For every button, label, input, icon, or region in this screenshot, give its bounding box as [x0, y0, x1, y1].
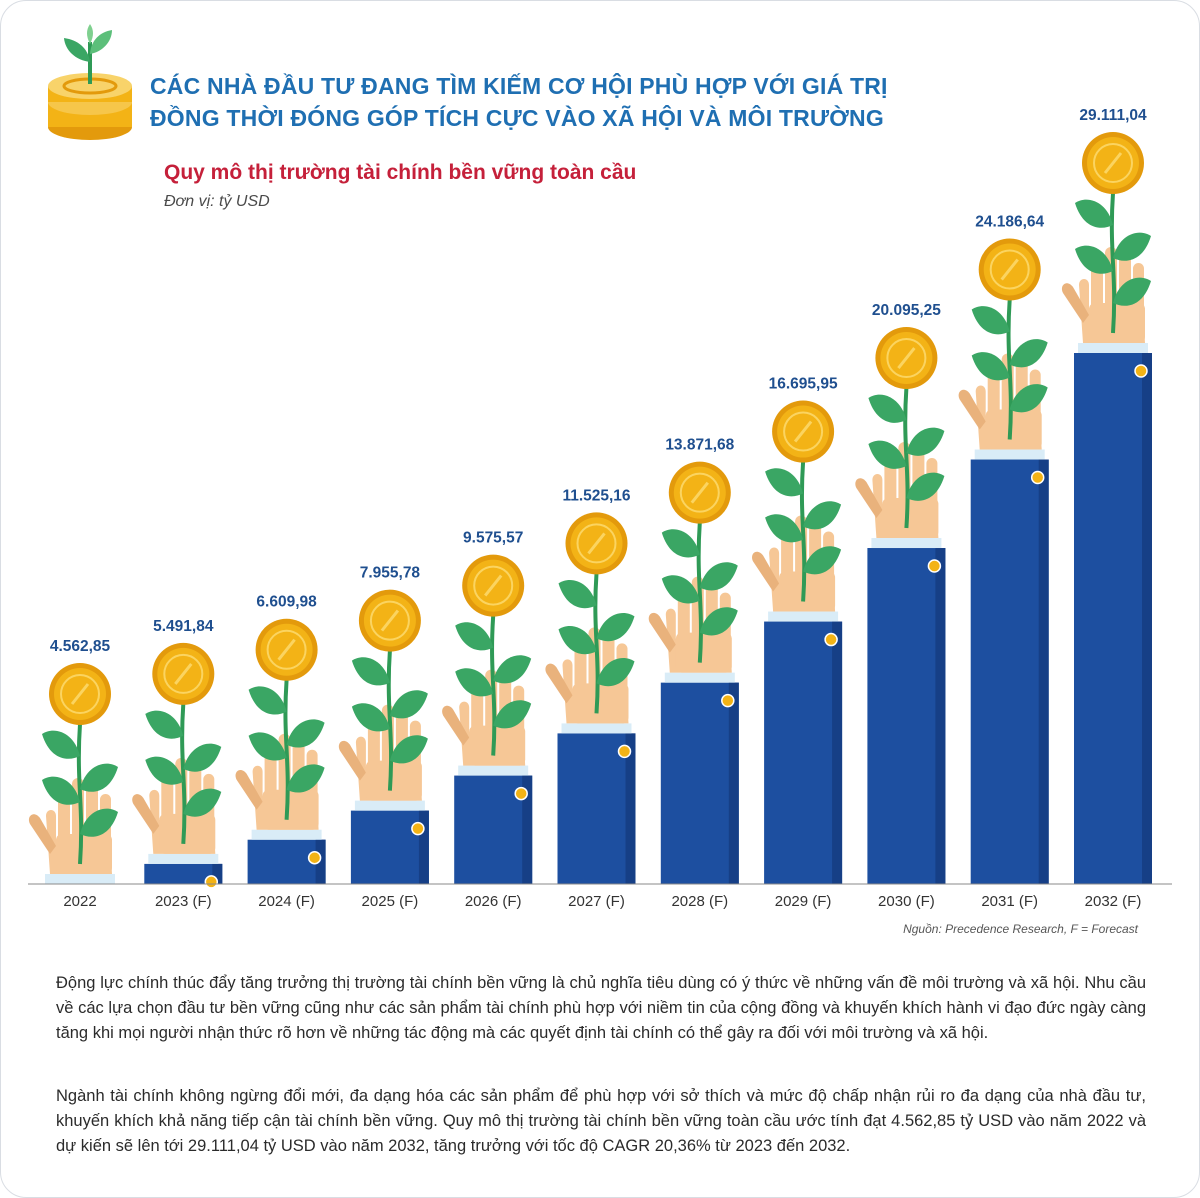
chart-column-6 — [648, 461, 739, 884]
cuff-5 — [561, 723, 632, 734]
plant-0 — [42, 723, 118, 865]
bar-8 — [867, 548, 946, 884]
cufflink-2 — [307, 850, 322, 865]
value-label-10: 29.111,04 — [1079, 107, 1147, 124]
chart-column-0 — [28, 663, 118, 884]
category-label-5: 2027 (F) — [568, 893, 625, 910]
category-label-8: 2030 (F) — [878, 893, 935, 910]
cufflink-4 — [514, 786, 528, 801]
bar-7 — [764, 621, 843, 884]
value-label-0: 4.562,85 — [50, 638, 111, 655]
cufflink-9 — [1030, 470, 1045, 485]
category-label-0: 2022 — [63, 893, 96, 910]
bar-6 — [660, 682, 739, 884]
chart-column-1 — [132, 642, 223, 889]
bar-chart: 4.562,85 2022 5.491,84 2023 (F) 6.609,98 2024… — [28, 107, 1172, 910]
chart-source: Nguồn: Precedence Research, F = Forecast — [903, 922, 1138, 936]
plant-5 — [558, 573, 635, 714]
plant-9 — [971, 299, 1048, 440]
cuff-4 — [458, 765, 529, 776]
page-headline: CÁC NHÀ ĐẦU TƯ ĐANG TÌM KIẾM CƠ HỘI PHÙ … — [150, 70, 910, 134]
chart-column-10 — [1061, 132, 1152, 884]
chart-title: Quy mô thị trường tài chính bền vững toà… — [164, 161, 637, 184]
bar-3 — [350, 810, 429, 884]
cufflink-8 — [927, 559, 942, 573]
plant-7 — [765, 461, 842, 602]
value-label-5: 11.525,16 — [562, 487, 630, 504]
cuff-9 — [974, 449, 1045, 460]
category-label-9: 2031 (F) — [981, 893, 1038, 910]
chart-column-8 — [855, 327, 946, 884]
cuff-1 — [148, 853, 219, 864]
cufflink-5 — [617, 744, 632, 759]
value-label-2: 6.609,98 — [256, 594, 317, 611]
plant-1 — [145, 703, 222, 845]
body-paragraph-1: Động lực chính thúc đẩy tăng trưởng thị … — [56, 974, 1146, 1042]
category-label-7: 2029 (F) — [775, 893, 832, 910]
value-label-3: 7.955,78 — [360, 565, 421, 582]
value-label-9: 24.186,64 — [975, 214, 1044, 231]
chart-column-7 — [752, 400, 843, 884]
value-label-7: 16.695,95 — [769, 376, 838, 393]
category-label-1: 2023 (F) — [155, 893, 212, 910]
body-paragraph-2: Ngành tài chính không ngừng đổi mới, đa … — [56, 1087, 1146, 1155]
category-label-2: 2024 (F) — [258, 893, 315, 910]
cuff-0 — [45, 874, 115, 884]
plant-6 — [661, 522, 738, 663]
chart-column-4 — [442, 554, 533, 884]
bar-1 — [144, 863, 223, 884]
plant-10 — [1075, 192, 1151, 334]
value-label-1: 5.491,84 — [153, 618, 214, 635]
cuff-10 — [1078, 343, 1148, 353]
headline-line-2: ĐỒNG THỜI ĐÓNG GÓP TÍCH CỰC VÀO XÃ HỘI V… — [150, 105, 884, 131]
cuff-7 — [768, 611, 839, 622]
cuff-6 — [664, 672, 735, 683]
cufflink-3 — [411, 821, 425, 836]
cufflink-7 — [824, 632, 838, 647]
chart-column-5 — [545, 512, 636, 884]
bar-10 — [1074, 353, 1152, 884]
plant-2 — [248, 679, 325, 820]
plant-4 — [455, 615, 532, 756]
category-label-6: 2028 (F) — [671, 893, 728, 910]
cuff-3 — [354, 800, 425, 811]
cufflink-10 — [1134, 364, 1148, 378]
headline-line-1: CÁC NHÀ ĐẦU TƯ ĐANG TÌM KIẾM CƠ HỘI PHÙ … — [150, 73, 888, 99]
value-label-4: 9.575,57 — [463, 530, 523, 547]
value-label-6: 13.871,68 — [665, 437, 734, 454]
chart-column-9 — [958, 238, 1049, 884]
cuff-2 — [251, 829, 322, 840]
chart-column-3 — [338, 589, 429, 884]
plant-3 — [351, 650, 428, 791]
bar-5 — [557, 733, 636, 884]
cufflink-6 — [721, 693, 735, 708]
cuff-8 — [871, 538, 942, 549]
plant-8 — [868, 387, 945, 529]
chart-unit: Đơn vị: tỷ USD — [164, 193, 270, 210]
value-label-8: 20.095,25 — [872, 302, 941, 319]
category-label-10: 2032 (F) — [1085, 893, 1142, 910]
coin-sprout-logo — [48, 24, 132, 140]
category-label-4: 2026 (F) — [465, 893, 522, 910]
bar-9 — [970, 459, 1049, 884]
cufflink-1 — [204, 875, 219, 889]
category-label-3: 2025 (F) — [362, 893, 419, 910]
chart-column-2 — [235, 618, 326, 884]
